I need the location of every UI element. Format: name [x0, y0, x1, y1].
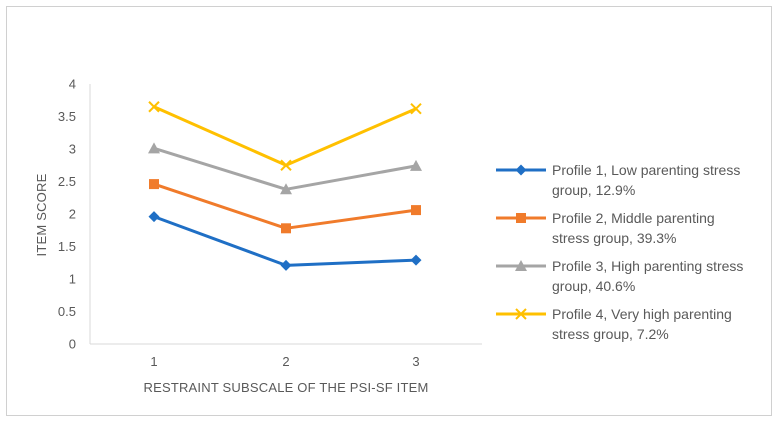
chart-frame [6, 6, 772, 416]
legend-item: Profile 3, High parenting stress group, 4… [496, 258, 743, 294]
legend-item: Profile 4, Very high parenting stress gro… [496, 306, 732, 342]
x-tick-label: 3 [412, 354, 419, 369]
legend-label: Profile 3, High parenting stress group, 4… [552, 258, 743, 294]
y-tick-label: 3.5 [58, 109, 76, 124]
y-tick-label: 1 [69, 272, 76, 287]
legend-marker [515, 308, 527, 320]
legend-label: Profile 1, Low parenting stress group, 12… [552, 162, 740, 198]
y-tick-label: 1.5 [58, 239, 76, 254]
y-axis-title: ITEM SCORE [34, 173, 49, 256]
data-point [410, 159, 422, 171]
data-point [410, 254, 422, 266]
data-point [148, 101, 160, 113]
series-3 [148, 142, 422, 195]
y-axis-ticks: 0 0.5 1 1.5 2 2.5 3 3.5 4 [58, 77, 76, 352]
x-axis-title: RESTRAINT SUBSCALE OF THE PSI-SF ITEM [143, 380, 428, 395]
series-line [153, 146, 417, 191]
y-tick-label: 3 [69, 142, 76, 157]
data-point [280, 259, 292, 271]
data-point [281, 223, 291, 234]
legend-label: Profile 2, Middle parenting stress group,… [552, 210, 715, 246]
data-point [149, 179, 159, 190]
y-tick-label: 4 [69, 77, 76, 92]
y-tick-label: 2 [69, 207, 76, 222]
y-tick-label: 0.5 [58, 304, 76, 319]
series-4 [148, 101, 422, 171]
series-1 [148, 211, 422, 271]
x-tick-label: 2 [282, 354, 289, 369]
legend-label: Profile 4, Very high parenting stress gro… [552, 306, 732, 342]
x-axis-ticks: 1 2 3 [150, 354, 419, 369]
y-tick-label: 2.5 [58, 174, 76, 189]
data-point [411, 205, 421, 216]
series-layer [148, 101, 422, 271]
legend-marker [515, 260, 527, 271]
legend: Profile 1, Low parenting stress group, 12… [496, 162, 743, 342]
data-point [148, 142, 160, 154]
data-point [280, 183, 292, 195]
legend-item: Profile 1, Low parenting stress group, 12… [496, 162, 740, 198]
legend-marker [515, 164, 527, 176]
legend-marker [516, 213, 526, 223]
data-point [148, 211, 160, 223]
series-2 [149, 179, 421, 234]
series-line [153, 105, 417, 167]
data-point [410, 102, 422, 115]
data-point [280, 159, 292, 171]
y-tick-label: 0 [69, 337, 76, 352]
axes [89, 84, 482, 345]
x-tick-label: 1 [150, 354, 157, 369]
legend-item: Profile 2, Middle parenting stress group,… [496, 210, 715, 246]
